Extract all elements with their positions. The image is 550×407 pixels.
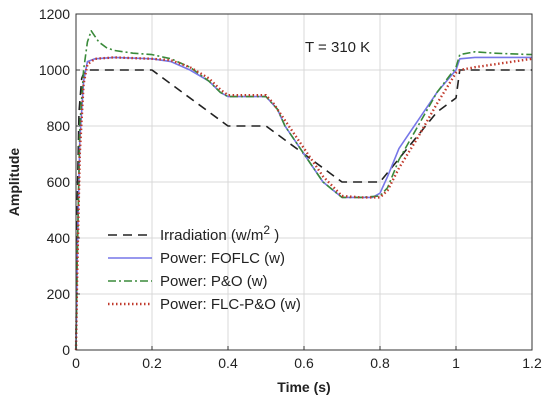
y-tick-label: 800 [47,118,71,134]
legend-label-irradiation-tail: ) [270,227,279,244]
series-po-line [75,29,533,351]
legend-label-irradiation: Irradiation (w/m2 ) [160,223,279,244]
legend-item-flc-po: Power: FLC-P&O (w) [108,296,301,313]
x-tick-label: 0.6 [294,355,314,371]
x-axis-label: Time (s) [277,379,330,395]
legend-label-flc-po: Power: FLC-P&O (w) [160,296,301,313]
legend-item-po: Power: P&O (w) [108,273,268,290]
y-axis-ticks: 0 200 400 600 800 1000 1200 [39,6,80,358]
series-layer [74,29,533,351]
legend-label-irradiation-base: Irradiation (w/m [160,227,263,244]
y-tick-label: 0 [62,342,70,358]
x-tick-label: 0 [72,355,80,371]
y-tick-label: 600 [47,174,71,190]
x-tick-label: 1.2 [522,355,542,371]
legend-label-po: Power: P&O (w) [160,273,268,290]
legend-item-foflc: Power: FOFLC (w) [108,250,285,267]
y-tick-label: 200 [47,286,71,302]
y-axis-label: Amplitude [6,148,22,217]
legend-label-irradiation-superscript: 2 [263,223,270,237]
legend-label-foflc: Power: FOFLC (w) [160,250,285,267]
series-irradiation-line [75,69,532,351]
y-tick-label: 1000 [39,62,70,78]
x-tick-label: 0.4 [218,355,238,371]
legend: Irradiation (w/m2 ) Power: FOFLC (w) Pow… [108,223,301,313]
temperature-annotation: T = 310 K [305,39,370,56]
x-tick-label: 1 [452,355,460,371]
y-tick-label: 400 [47,230,71,246]
x-tick-label: 0.8 [370,355,390,371]
legend-item-irradiation: Irradiation (w/m2 ) [108,223,279,244]
x-tick-label: 0.2 [142,355,162,371]
x-axis-ticks: 0 0.2 0.4 0.6 0.8 1 1.2 [72,346,542,371]
y-tick-label: 1200 [39,6,70,22]
